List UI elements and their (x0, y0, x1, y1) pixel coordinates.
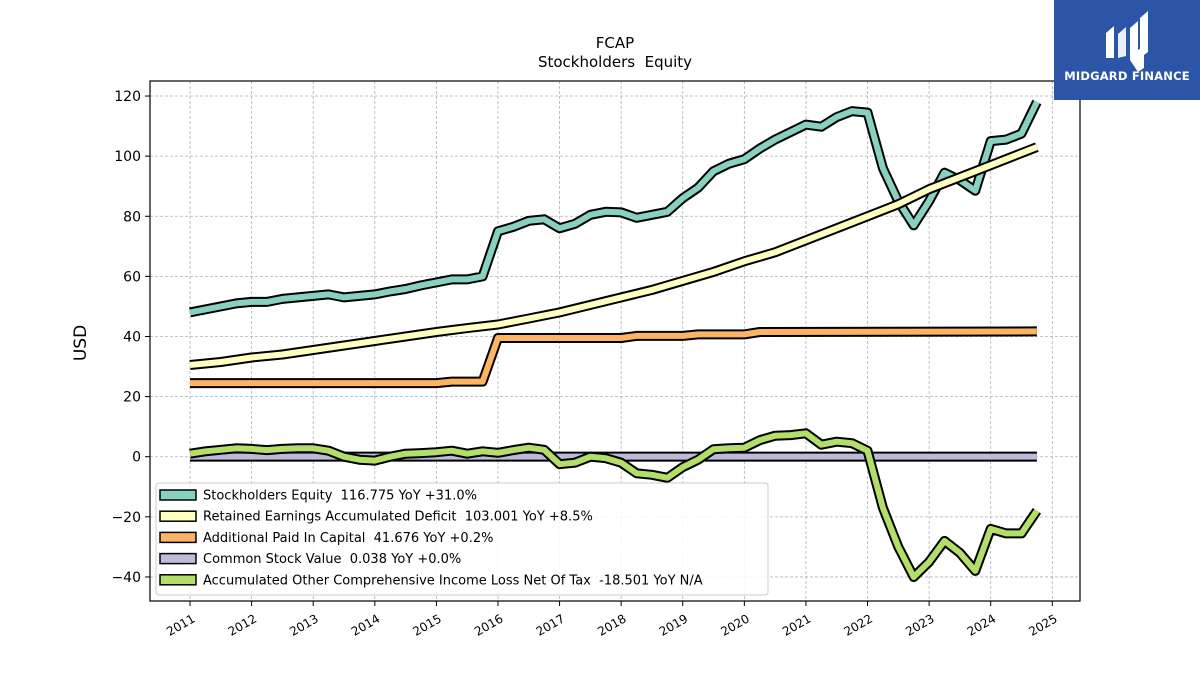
series-lines (189, 99, 1042, 582)
y-tick-label: −20 (111, 510, 141, 526)
y-tick-label: 0 (132, 450, 141, 466)
y-tick-label: 100 (114, 149, 141, 165)
y-tick-label: 20 (123, 390, 141, 406)
plot-frame (149, 80, 1081, 602)
y-axis-label: USD (71, 325, 91, 361)
legend-swatch-4 (159, 552, 197, 565)
y-tick-label: 40 (123, 329, 141, 345)
legend-label-1: Stockholders Equity 116.775 YoY +31.0% (203, 489, 477, 504)
legend-label-4: Common Stock Value 0.038 YoY +0.0% (203, 552, 461, 567)
chart-subtitle: Stockholders Equity (538, 53, 692, 71)
legend-swatch-1 (159, 489, 197, 501)
legend-label-5: Accumulated Other Comprehensive Income L… (203, 573, 703, 588)
x-tick-label: 2012 (226, 611, 259, 638)
brand-mark-icon (1106, 11, 1148, 72)
chart-title: FCAP (596, 34, 634, 52)
x-tick-label: 2021 (780, 611, 813, 638)
x-tick-label: 2011 (164, 611, 197, 638)
y-tick-label: 60 (123, 269, 141, 285)
y-tick-label: −40 (111, 570, 141, 586)
legend-label-2: Retained Earnings Accumulated Deficit 10… (203, 510, 593, 525)
brand-logo: MIDGARD FINANCE (1054, 0, 1200, 100)
x-tick-label: 2020 (718, 611, 751, 638)
y-tick-label: 80 (123, 209, 141, 225)
x-tick-label: 2014 (349, 611, 382, 638)
x-tick-label: 2017 (534, 611, 567, 638)
x-tick-label: 2016 (472, 611, 505, 638)
x-tick-label: 2025 (1026, 611, 1059, 638)
brand-name: MIDGARD FINANCE (1064, 69, 1190, 83)
x-tick-label: 2018 (595, 611, 628, 638)
legend: Stockholders Equity 116.775 YoY +31.0% Re… (155, 482, 769, 596)
series-line-3 (190, 328, 1037, 387)
legend-swatch-5 (159, 574, 197, 586)
x-tick-label: 2015 (410, 611, 443, 638)
legend-swatch-2 (159, 510, 197, 522)
series-line-5 (189, 430, 1040, 580)
x-tick-label: 2024 (965, 611, 998, 638)
series-line-2 (189, 144, 1038, 368)
series-line-1 (189, 100, 1040, 316)
x-tick-label: 2023 (903, 611, 936, 638)
legend-box (155, 482, 769, 596)
series-outline-1 (189, 99, 1042, 318)
legend-swatch-3 (159, 531, 197, 544)
x-tick-label: 2022 (842, 611, 875, 638)
x-tick-label: 2019 (657, 611, 690, 638)
legend-label-3: Additional Paid In Capital 41.676 YoY +0… (203, 531, 493, 546)
y-tick-label: 120 (114, 89, 141, 105)
x-tick-label: 2013 (287, 611, 320, 638)
